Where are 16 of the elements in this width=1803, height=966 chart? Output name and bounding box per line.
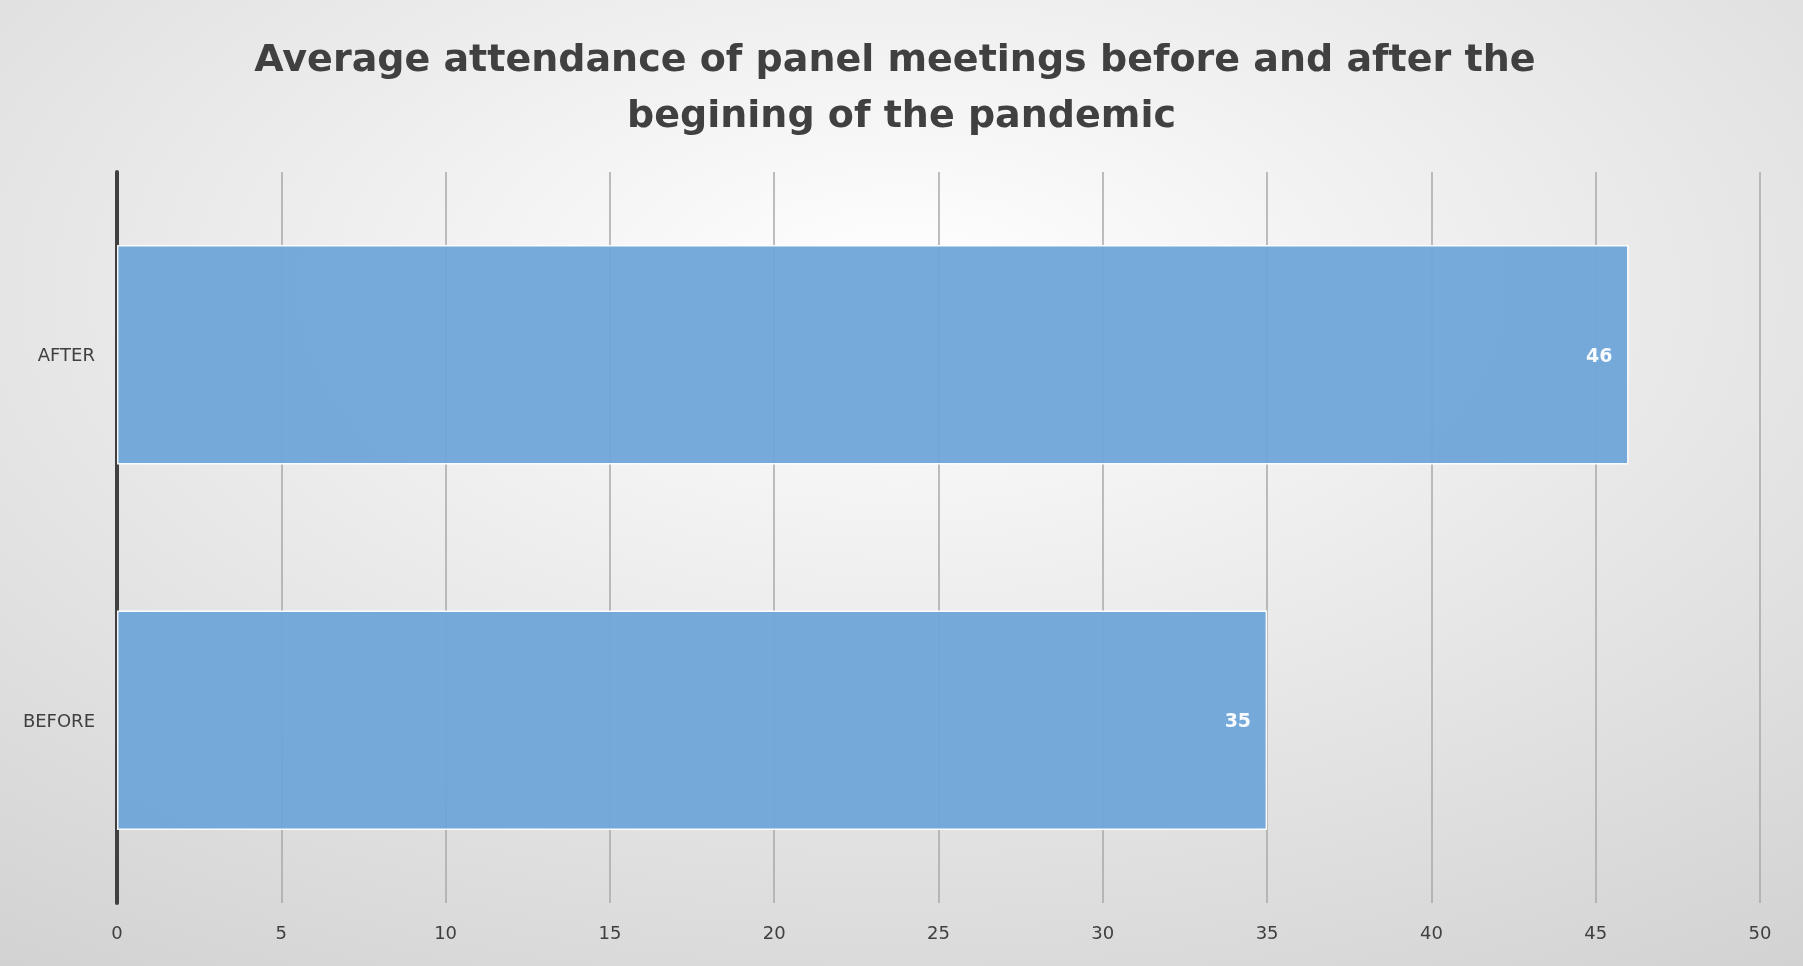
data-label: 35 [1224, 709, 1252, 732]
x-tick-label: 45 [1584, 921, 1608, 943]
data-label: 46 [1586, 343, 1613, 366]
x-tick-label: 40 [1419, 921, 1443, 943]
y-tick-label: BEFORE [22, 709, 95, 731]
x-tick-label: 20 [762, 921, 786, 943]
x-tick-label: 25 [927, 921, 950, 943]
x-tick-label: 5 [275, 921, 288, 943]
y-tick-label: AFTER [37, 344, 95, 366]
x-tick-label: 35 [1255, 921, 1279, 943]
chart-title: Average attendance of panel meetings before and after the begining of the pandemic [254, 36, 1549, 136]
x-tick-label: 10 [434, 921, 458, 943]
x-tick-label: 15 [598, 921, 622, 943]
x-tick-label: 30 [1091, 921, 1115, 943]
x-tick-label: 0 [111, 921, 123, 943]
x-tick-label: 50 [1748, 921, 1772, 943]
